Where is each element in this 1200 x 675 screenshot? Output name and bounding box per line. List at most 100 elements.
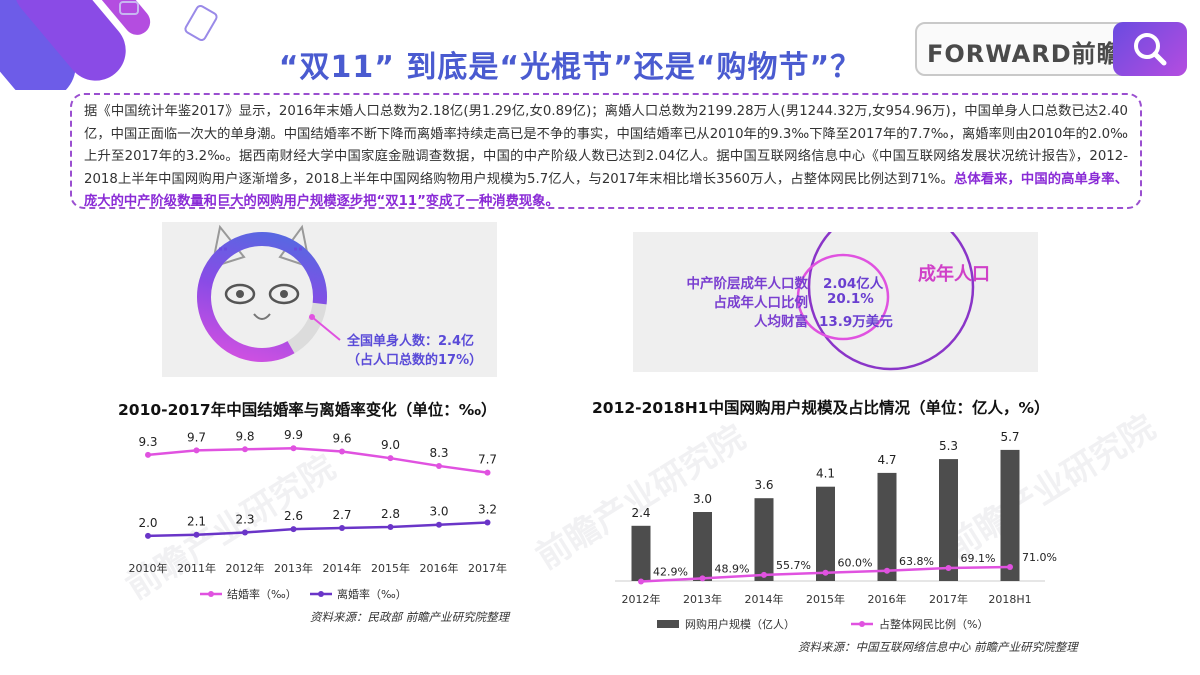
- data-label: 2.6: [284, 509, 303, 523]
- share-value-label: 42.9%: [653, 566, 688, 579]
- share-value-label: 48.9%: [715, 562, 750, 575]
- data-point: [339, 525, 345, 532]
- data-label: 2.0: [138, 516, 157, 530]
- bar-value-label: 2.4: [631, 506, 650, 520]
- legend-label: 网购用户规模（亿人）: [685, 617, 795, 631]
- data-point: [193, 531, 200, 538]
- legend-marker: [208, 591, 214, 597]
- share-point: [1007, 564, 1013, 571]
- middle-class-share-label: 占成年人口比例: [713, 295, 809, 311]
- series-line-0: [147, 446, 488, 474]
- data-point: [145, 532, 151, 539]
- data-label: 2.1: [187, 515, 206, 529]
- middle-class-share-value: 20.1%: [827, 291, 874, 307]
- data-point: [436, 521, 442, 528]
- adult-population-circles: [796, 232, 975, 371]
- bar-value-label: 4.1: [816, 467, 835, 481]
- brand-logo[interactable]: FORWARD前瞻: [915, 22, 1187, 76]
- data-label: 9.7: [187, 430, 206, 444]
- bar: [816, 486, 835, 581]
- legend-marker: [318, 591, 324, 597]
- bar: [693, 512, 712, 581]
- bar: [631, 525, 651, 581]
- series-line-1: [147, 521, 488, 538]
- x-tick-label: 2017年: [929, 592, 968, 606]
- data-point: [193, 447, 200, 454]
- adult-population-label: 成年人口: [918, 264, 990, 285]
- share-point: [945, 565, 952, 572]
- data-label: 9.8: [235, 429, 254, 443]
- bar: [877, 472, 897, 581]
- x-tick-label: 2013年: [274, 561, 313, 575]
- bar-value-label: 5.3: [939, 439, 958, 453]
- data-label: 7.7: [478, 453, 497, 467]
- data-point: [484, 469, 491, 476]
- data-label: 9.0: [381, 438, 400, 452]
- x-tick-label: 2015年: [371, 561, 410, 575]
- cat-ring-illustration: [197, 224, 341, 362]
- single-population-text: 全国单身人数：2.4亿 （占人口总数的17%）: [347, 332, 482, 370]
- corner-decoration: [0, 0, 218, 90]
- data-label: 9.9: [284, 428, 303, 442]
- data-label: 3.0: [429, 505, 448, 519]
- data-point: [242, 529, 248, 536]
- bar: [1000, 449, 1020, 581]
- marriage-divorce-line-chart: 9.3 9.7 9.8 9.9 9.6 9.0 8.3 7.7 2.0 2.1 2.3 2.6 2.7 2…: [129, 428, 508, 601]
- x-tick-label: 2012年: [622, 592, 661, 606]
- wealth-per-capita-label: 人均财富: [754, 314, 808, 330]
- x-tick-label: 2018H1: [988, 593, 1031, 606]
- data-point: [242, 446, 248, 453]
- legend-marker: [859, 621, 865, 627]
- data-label: 9.3: [138, 435, 157, 449]
- marriage-chart-title: 2010-2017年中国结婚率与离婚率变化（单位：‰）: [118, 401, 497, 419]
- data-label: 9.6: [332, 432, 351, 446]
- legend-label: 离婚率（‰）: [337, 587, 407, 601]
- middle-class-count-label: 中产阶层成年人口数: [686, 276, 809, 292]
- x-tick-label: 2015年: [806, 592, 845, 606]
- intro-text: 据《中国统计年鉴2017》显示，2016年末婚人口总数为2.18亿(男1.29亿…: [84, 104, 1128, 187]
- data-point: [484, 519, 491, 526]
- data-point: [436, 462, 442, 469]
- x-tick-label: 2016年: [868, 592, 907, 606]
- share-value-label: 69.1%: [961, 552, 996, 565]
- online-shopping-chart-source: 资料来源：中国互联网络信息中心 前瞻产业研究院整理: [798, 640, 1078, 654]
- data-point: [387, 523, 394, 530]
- x-tick-label: 2016年: [420, 561, 459, 575]
- share-value-label: 55.7%: [776, 559, 811, 572]
- data-label: 8.3: [429, 446, 448, 460]
- middle-class-panel: 成年人口 中产阶层成年人口数 2.04亿人 占成年人口比例 20.1% 人均财富…: [633, 232, 1038, 372]
- intro-highlight: 总体看来，中国的高单身率、庞大的中产阶级数量和巨大的网购用户规模逐步把“双11”…: [84, 171, 1129, 210]
- data-point: [387, 455, 394, 462]
- online-shopping-bar-chart: 2.4 3.0 3.6 4.1 4.7 5.3 5.7 42.9% 48.9% 55.7% 60.0…: [615, 430, 1057, 631]
- share-point: [884, 567, 890, 574]
- share-point: [822, 569, 829, 576]
- data-label: 2.7: [332, 508, 351, 522]
- x-tick-label: 2013年: [683, 592, 722, 606]
- data-point: [339, 448, 345, 455]
- data-point: [290, 526, 297, 533]
- intro-text-box: 据《中国统计年鉴2017》显示，2016年末婚人口总数为2.18亿(男1.29亿…: [70, 93, 1142, 209]
- single-population-line1: 全国单身人数：2.4亿: [347, 334, 475, 349]
- page-title: “双11” 到底是“光棍节”还是“购物节”？: [278, 50, 862, 86]
- data-label: 2.3: [235, 512, 254, 526]
- wealth-per-capita-value: 13.9万美元: [819, 314, 893, 330]
- bar-value-label: 3.6: [754, 478, 773, 492]
- data-point: [145, 451, 151, 458]
- logo-text: FORWARD前瞻: [927, 40, 1122, 68]
- share-point: [761, 571, 767, 578]
- x-tick-label: 2010年: [129, 561, 168, 575]
- data-label: 3.2: [478, 503, 497, 517]
- share-value-label: 60.0%: [838, 557, 873, 570]
- bar-value-label: 3.0: [693, 492, 712, 506]
- middle-class-count-value: 2.04亿人: [823, 276, 884, 292]
- legend-swatch: [657, 620, 679, 628]
- data-point: [290, 445, 297, 452]
- legend-label: 占整体网民比例（%）: [879, 617, 988, 631]
- x-tick-label: 2014年: [323, 561, 362, 575]
- search-button[interactable]: [1113, 22, 1187, 76]
- bar-value-label: 5.7: [1000, 430, 1019, 444]
- bar-value-label: 4.7: [877, 453, 896, 467]
- share-value-label: 71.0%: [1022, 551, 1057, 564]
- single-population-panel: 全国单身人数：2.4亿 （占人口总数的17%）: [162, 222, 497, 377]
- x-tick-label: 2011年: [177, 561, 216, 575]
